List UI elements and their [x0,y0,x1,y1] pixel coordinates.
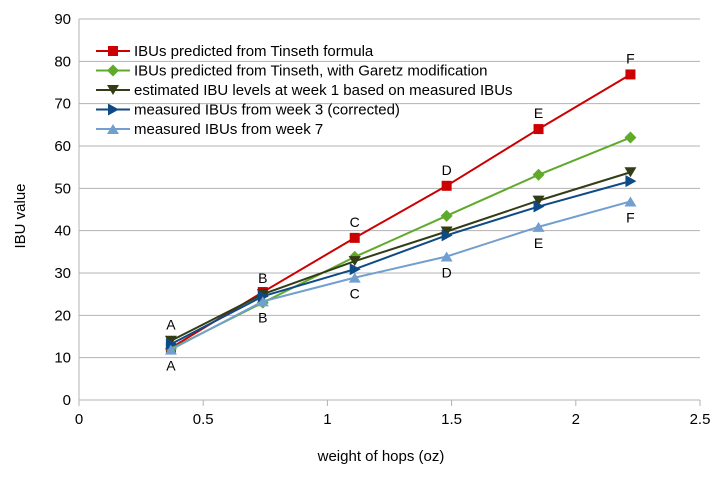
y-tick-label: 0 [63,392,71,409]
x-tick-label: 2.5 [690,411,711,428]
x-axis-title: weight of hops (oz) [317,448,445,465]
legend-swatch-marker [107,124,119,134]
y-tick-label: 10 [54,350,71,367]
legend-label: estimated IBU levels at week 1 based on … [134,82,513,99]
point-label: A [166,358,176,374]
series-2 [164,131,637,355]
series-line [170,200,631,351]
series-lines [164,69,637,355]
axes: 0 10 20 30 40 50 60 70 80 90 0 0.5 1 1.5 2 2.5 [54,11,710,428]
data-point [625,175,637,188]
point-label: C [350,214,360,230]
y-tick-label: 70 [54,96,71,113]
data-point [164,344,177,355]
point-label: F [626,50,635,66]
y-tick-label: 90 [54,11,71,28]
point-label: E [534,235,543,251]
data-point [624,196,637,207]
legend: IBUs predicted from Tinseth formula IBUs … [96,43,513,138]
x-tick-label: 2 [572,411,580,428]
data-point [533,200,545,213]
data-point [348,256,361,267]
series-line [170,136,631,350]
legend-item: measured IBUs from week 3 (corrected) [96,102,400,119]
legend-item: measured IBUs from week 7 [96,121,323,138]
y-axis-title: IBU value [12,183,29,248]
legend-label: measured IBUs from week 3 (corrected) [134,102,400,119]
y-tick-label: 60 [54,138,71,155]
series-5 [164,196,637,355]
point-label: F [626,209,635,225]
data-point [165,338,177,351]
data-point [256,296,269,307]
series-line [170,180,631,346]
point-label: C [350,286,360,302]
y-tick-label: 40 [54,223,71,240]
y-tick-label: 50 [54,180,71,197]
legend-label: IBUs predicted from Tinseth formula [134,43,374,60]
point-label: E [534,105,543,121]
x-tick-label: 1 [323,411,331,428]
legend-label: measured IBUs from week 7 [134,121,323,138]
data-point [624,167,637,178]
point-label: A [166,317,176,333]
point-label: D [442,162,452,178]
point-label: B [258,309,267,325]
data-point [441,229,453,242]
data-point [348,272,361,283]
data-point [625,69,636,80]
legend-item: IBUs predicted from Tinseth, with Garetz… [96,63,487,80]
data-point [440,209,453,222]
legend-label: IBUs predicted from Tinseth, with Garetz… [134,63,487,80]
data-point [349,232,360,243]
data-point [440,251,453,262]
x-tick-label: 1.5 [441,411,462,428]
series-4 [165,175,637,351]
legend-item: IBUs predicted from Tinseth formula [96,43,374,60]
gridlines [79,18,700,401]
series-line [170,171,631,342]
x-tick-label: 0.5 [193,411,214,428]
data-point [624,131,637,144]
series-3 [164,167,637,346]
data-point [164,335,177,346]
point-label: B [258,270,267,286]
legend-swatch-marker [107,85,119,95]
point-label: D [442,264,452,280]
legend-swatch-marker [108,46,118,56]
data-point [441,180,452,191]
legend-swatch-marker [107,64,119,77]
point-labels: C D E F A B A B C D E F [166,50,634,373]
data-point [257,290,269,303]
y-tick-label: 20 [54,307,71,324]
y-tick-label: 30 [54,265,71,282]
y-tick-label: 80 [54,53,71,70]
data-point [532,195,545,206]
data-point [440,226,453,237]
legend-item: estimated IBU levels at week 1 based on … [96,82,513,99]
data-point [349,263,361,276]
data-point [533,124,544,135]
legend-swatch-marker [108,103,119,116]
data-point [532,168,545,181]
data-point [532,221,545,232]
x-tick-label: 0 [75,411,83,428]
